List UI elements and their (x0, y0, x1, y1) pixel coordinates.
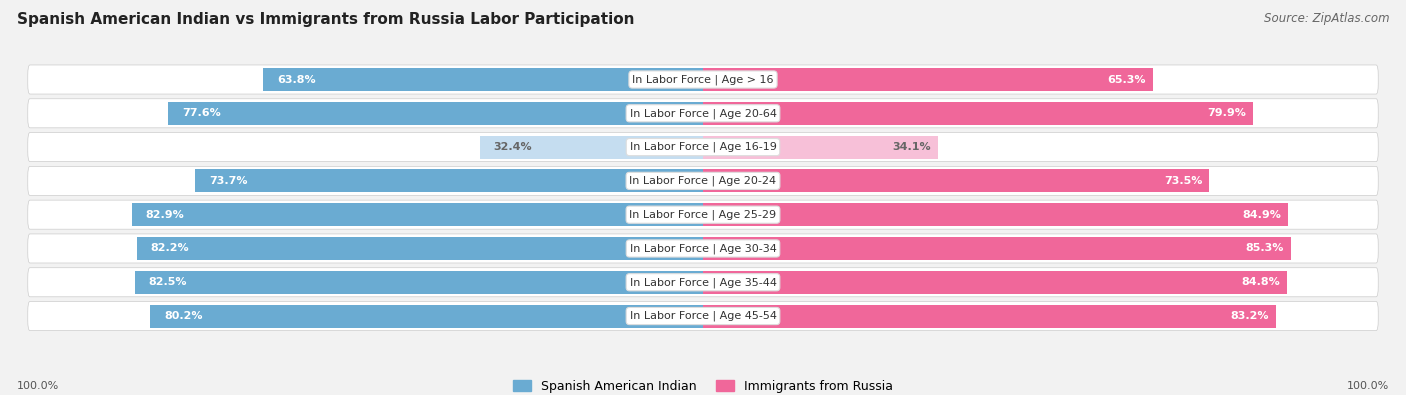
Text: In Labor Force | Age 16-19: In Labor Force | Age 16-19 (630, 142, 776, 152)
Text: 77.6%: 77.6% (183, 108, 221, 118)
Text: In Labor Force | Age 35-44: In Labor Force | Age 35-44 (630, 277, 776, 288)
Legend: Spanish American Indian, Immigrants from Russia: Spanish American Indian, Immigrants from… (508, 375, 898, 395)
Bar (703, 305, 1277, 327)
Text: In Labor Force | Age 20-64: In Labor Force | Age 20-64 (630, 108, 776, 118)
Text: 79.9%: 79.9% (1208, 108, 1247, 118)
Bar (132, 203, 703, 226)
FancyBboxPatch shape (28, 268, 1378, 297)
Text: 73.7%: 73.7% (209, 176, 247, 186)
Text: 65.3%: 65.3% (1108, 75, 1146, 85)
Text: 82.9%: 82.9% (146, 210, 184, 220)
Bar (195, 169, 703, 192)
Text: In Labor Force | Age > 16: In Labor Force | Age > 16 (633, 74, 773, 85)
Bar (263, 68, 703, 91)
Text: 63.8%: 63.8% (277, 75, 316, 85)
FancyBboxPatch shape (28, 133, 1378, 162)
Bar (169, 102, 703, 125)
Bar (703, 135, 938, 158)
Text: Spanish American Indian vs Immigrants from Russia Labor Participation: Spanish American Indian vs Immigrants fr… (17, 12, 634, 27)
Text: 80.2%: 80.2% (165, 311, 202, 321)
Text: 82.5%: 82.5% (149, 277, 187, 287)
Text: 73.5%: 73.5% (1164, 176, 1202, 186)
FancyBboxPatch shape (28, 234, 1378, 263)
Text: 84.8%: 84.8% (1241, 277, 1281, 287)
Text: In Labor Force | Age 20-24: In Labor Force | Age 20-24 (630, 176, 776, 186)
Text: 100.0%: 100.0% (17, 381, 59, 391)
Text: 32.4%: 32.4% (494, 142, 533, 152)
Text: In Labor Force | Age 45-54: In Labor Force | Age 45-54 (630, 311, 776, 321)
Text: In Labor Force | Age 25-29: In Labor Force | Age 25-29 (630, 209, 776, 220)
Text: 83.2%: 83.2% (1230, 311, 1270, 321)
Bar (135, 271, 703, 294)
Bar (703, 68, 1153, 91)
FancyBboxPatch shape (28, 65, 1378, 94)
FancyBboxPatch shape (28, 99, 1378, 128)
Text: 85.3%: 85.3% (1246, 243, 1284, 254)
Bar (703, 203, 1288, 226)
Bar (703, 102, 1254, 125)
Bar (150, 305, 703, 327)
FancyBboxPatch shape (28, 166, 1378, 196)
Text: 34.1%: 34.1% (893, 142, 931, 152)
Text: In Labor Force | Age 30-34: In Labor Force | Age 30-34 (630, 243, 776, 254)
FancyBboxPatch shape (28, 301, 1378, 331)
Bar (703, 271, 1288, 294)
Bar (136, 237, 703, 260)
Text: 84.9%: 84.9% (1241, 210, 1281, 220)
Text: 100.0%: 100.0% (1347, 381, 1389, 391)
Bar (703, 169, 1209, 192)
Text: Source: ZipAtlas.com: Source: ZipAtlas.com (1264, 12, 1389, 25)
Text: 82.2%: 82.2% (150, 243, 188, 254)
Bar (479, 135, 703, 158)
Bar (703, 237, 1291, 260)
FancyBboxPatch shape (28, 200, 1378, 229)
